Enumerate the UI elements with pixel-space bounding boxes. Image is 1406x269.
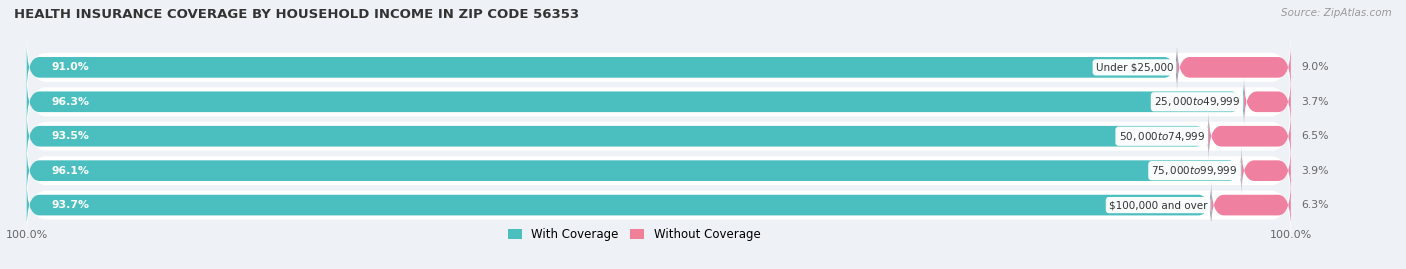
Legend: With Coverage, Without Coverage: With Coverage, Without Coverage <box>503 223 765 246</box>
Text: Under $25,000: Under $25,000 <box>1095 62 1173 72</box>
FancyBboxPatch shape <box>27 112 1209 160</box>
Text: 9.0%: 9.0% <box>1301 62 1329 72</box>
FancyBboxPatch shape <box>1211 181 1291 229</box>
FancyBboxPatch shape <box>1177 43 1291 91</box>
FancyBboxPatch shape <box>27 30 1291 105</box>
Text: 96.1%: 96.1% <box>52 166 90 176</box>
Text: $100,000 and over: $100,000 and over <box>1109 200 1208 210</box>
FancyBboxPatch shape <box>27 147 1241 195</box>
FancyBboxPatch shape <box>27 99 1291 174</box>
Text: 6.3%: 6.3% <box>1301 200 1329 210</box>
Text: $75,000 to $99,999: $75,000 to $99,999 <box>1152 164 1237 177</box>
Text: 6.5%: 6.5% <box>1301 131 1329 141</box>
Text: $25,000 to $49,999: $25,000 to $49,999 <box>1154 95 1240 108</box>
FancyBboxPatch shape <box>27 78 1244 126</box>
Text: 3.7%: 3.7% <box>1301 97 1329 107</box>
FancyBboxPatch shape <box>27 168 1291 242</box>
Text: HEALTH INSURANCE COVERAGE BY HOUSEHOLD INCOME IN ZIP CODE 56353: HEALTH INSURANCE COVERAGE BY HOUSEHOLD I… <box>14 8 579 21</box>
FancyBboxPatch shape <box>27 43 1177 91</box>
Text: 3.9%: 3.9% <box>1301 166 1329 176</box>
FancyBboxPatch shape <box>27 181 1211 229</box>
Text: 93.7%: 93.7% <box>52 200 90 210</box>
FancyBboxPatch shape <box>1241 147 1291 195</box>
FancyBboxPatch shape <box>27 133 1291 208</box>
Text: Source: ZipAtlas.com: Source: ZipAtlas.com <box>1281 8 1392 18</box>
Text: 91.0%: 91.0% <box>52 62 90 72</box>
Text: $50,000 to $74,999: $50,000 to $74,999 <box>1119 130 1205 143</box>
FancyBboxPatch shape <box>1244 78 1291 126</box>
Text: 93.5%: 93.5% <box>52 131 90 141</box>
FancyBboxPatch shape <box>27 65 1291 139</box>
Text: 96.3%: 96.3% <box>52 97 90 107</box>
FancyBboxPatch shape <box>1209 112 1291 160</box>
